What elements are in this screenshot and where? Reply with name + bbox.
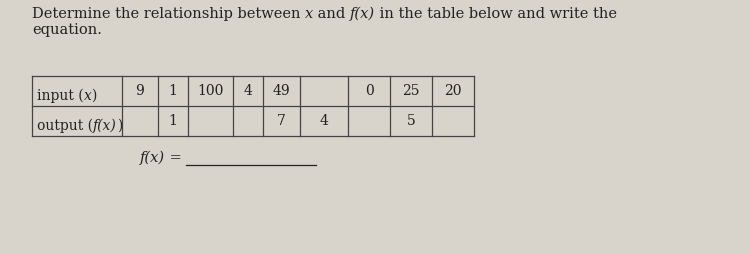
Text: and: and [314,7,350,21]
Text: 5: 5 [406,114,416,128]
Text: input (: input ( [37,89,84,103]
Text: equation.: equation. [32,23,102,37]
Text: x: x [84,89,92,103]
Text: 7: 7 [277,114,286,128]
Text: ): ) [117,119,122,133]
Text: 9: 9 [136,84,144,98]
Text: f(x): f(x) [140,151,165,165]
Text: in the table below and write the: in the table below and write the [375,7,617,21]
Text: ): ) [92,89,97,103]
Text: 25: 25 [402,84,420,98]
Text: 20: 20 [444,84,462,98]
Text: 100: 100 [197,84,223,98]
Text: 4: 4 [244,84,253,98]
Text: 1: 1 [169,114,178,128]
Text: 49: 49 [273,84,290,98]
Text: f(x): f(x) [93,119,117,133]
Text: 1: 1 [169,84,178,98]
Text: 0: 0 [364,84,374,98]
Text: =: = [165,151,182,165]
Text: x: x [305,7,314,21]
Text: 4: 4 [320,114,328,128]
Text: output (: output ( [37,119,93,133]
Text: Determine the relationship between: Determine the relationship between [32,7,305,21]
Text: f(x): f(x) [350,7,375,21]
